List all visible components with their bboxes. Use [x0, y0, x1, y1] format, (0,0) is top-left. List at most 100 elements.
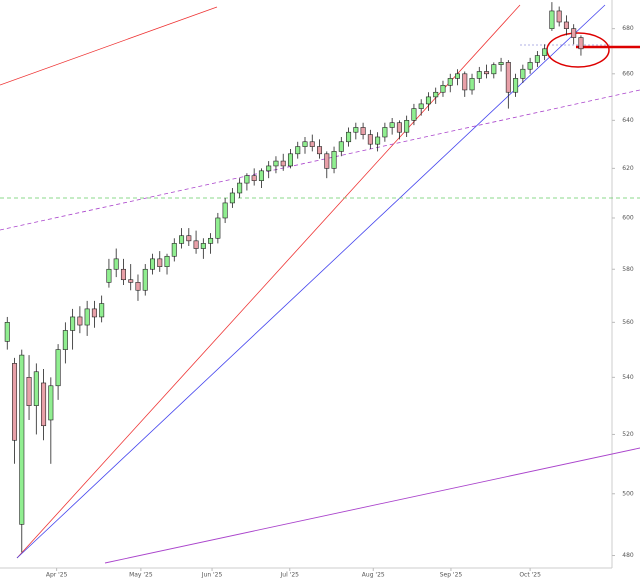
x-tick-label: Sep '25: [440, 572, 463, 579]
candle-body: [77, 316, 83, 326]
candle-body: [375, 136, 381, 145]
candle-body: [360, 127, 366, 135]
trend-line: [16, 4, 606, 559]
x-tick-label: Aug '25: [362, 572, 385, 579]
x-tick-label: Apr '25: [46, 572, 68, 579]
candle-body: [222, 202, 228, 219]
candle-body: [84, 308, 90, 326]
candle-body: [26, 377, 32, 406]
candle-body: [324, 153, 330, 169]
candle-body: [447, 78, 453, 86]
candle-body: [186, 235, 192, 242]
candle-body: [128, 279, 134, 283]
candle-body: [338, 141, 344, 152]
candle-body: [367, 134, 373, 145]
y-tick-label: 680: [622, 25, 634, 32]
candle-body: [411, 108, 417, 121]
y-tick-label: 620: [622, 165, 634, 172]
candle-body: [229, 192, 235, 204]
candle-body: [70, 316, 76, 331]
candle-body: [491, 64, 497, 75]
candle-body: [302, 141, 308, 147]
candle-body: [549, 10, 555, 29]
candle-body: [12, 363, 18, 441]
candle-body: [295, 146, 301, 155]
candle-body: [91, 308, 97, 318]
candle-body: [33, 371, 39, 406]
candle-body: [469, 78, 475, 91]
candle-body: [484, 71, 490, 75]
candle-body: [346, 131, 352, 143]
candle-body: [454, 73, 460, 79]
drawings: [0, 4, 640, 564]
candle-body: [266, 165, 272, 172]
candle-body: [418, 103, 424, 109]
y-tick-label: 560: [622, 319, 634, 326]
candle-body: [41, 382, 47, 427]
candle-body: [542, 48, 548, 56]
candle-body: [251, 175, 257, 181]
candle-body: [389, 122, 395, 128]
y-tick-label: 600: [622, 214, 634, 221]
candle-body: [287, 153, 293, 167]
candle-body: [571, 28, 577, 38]
candle-body: [425, 96, 431, 105]
candle-body: [193, 240, 199, 249]
candle-body: [258, 170, 264, 181]
candle-body: [135, 282, 141, 291]
candle-body: [404, 120, 410, 133]
y-tick-label: 580: [622, 266, 634, 273]
candle-body: [498, 62, 504, 65]
candle-body: [150, 258, 156, 270]
candle-body: [433, 91, 439, 98]
candle-body: [62, 330, 68, 350]
candle-body: [106, 268, 112, 283]
y-tick-label: 640: [622, 117, 634, 124]
candle-body: [578, 37, 584, 50]
candle-body: [273, 160, 279, 167]
candle-body: [440, 85, 446, 93]
candle-body: [396, 122, 402, 133]
candle-body: [157, 258, 163, 267]
y-tick-label: 500: [622, 490, 634, 497]
candle-body: [120, 268, 126, 281]
y-tick-label: 520: [622, 431, 634, 438]
candle-body: [48, 385, 54, 421]
candle-body: [462, 73, 468, 91]
candle-body: [563, 21, 569, 29]
candle-body: [534, 55, 540, 63]
x-tick-label: Jun '25: [201, 572, 223, 579]
y-tick-label: 660: [622, 70, 634, 77]
x-tick-label: Oct '25: [519, 572, 541, 579]
candle-body: [317, 146, 323, 155]
candle-body: [171, 243, 177, 257]
candle-body: [280, 160, 286, 167]
candle-body: [244, 175, 250, 184]
candle-body: [527, 62, 533, 70]
candle-body: [556, 10, 562, 23]
candle-body: [164, 255, 170, 267]
trend-line: [0, 6, 218, 86]
candle-body: [179, 235, 185, 244]
candle-body: [142, 268, 148, 291]
candle-body: [505, 62, 511, 93]
candle-body: [113, 258, 119, 270]
candle-body: [353, 127, 359, 133]
candle-body: [309, 141, 315, 147]
y-tick-label: 540: [622, 374, 634, 381]
candle-body: [513, 78, 519, 93]
candle-body: [476, 71, 482, 79]
candle-body: [215, 217, 221, 239]
x-tick-label: May '25: [129, 572, 153, 579]
candle-body: [331, 151, 337, 169]
y-tick-label: 480: [622, 552, 634, 559]
candle-body: [19, 354, 25, 525]
candle-body: [520, 68, 526, 79]
candle-body: [208, 237, 214, 244]
channel-line: [104, 447, 640, 564]
x-tick-label: Jul '25: [280, 572, 300, 579]
candle-body: [99, 303, 105, 318]
candle-body: [382, 127, 388, 138]
